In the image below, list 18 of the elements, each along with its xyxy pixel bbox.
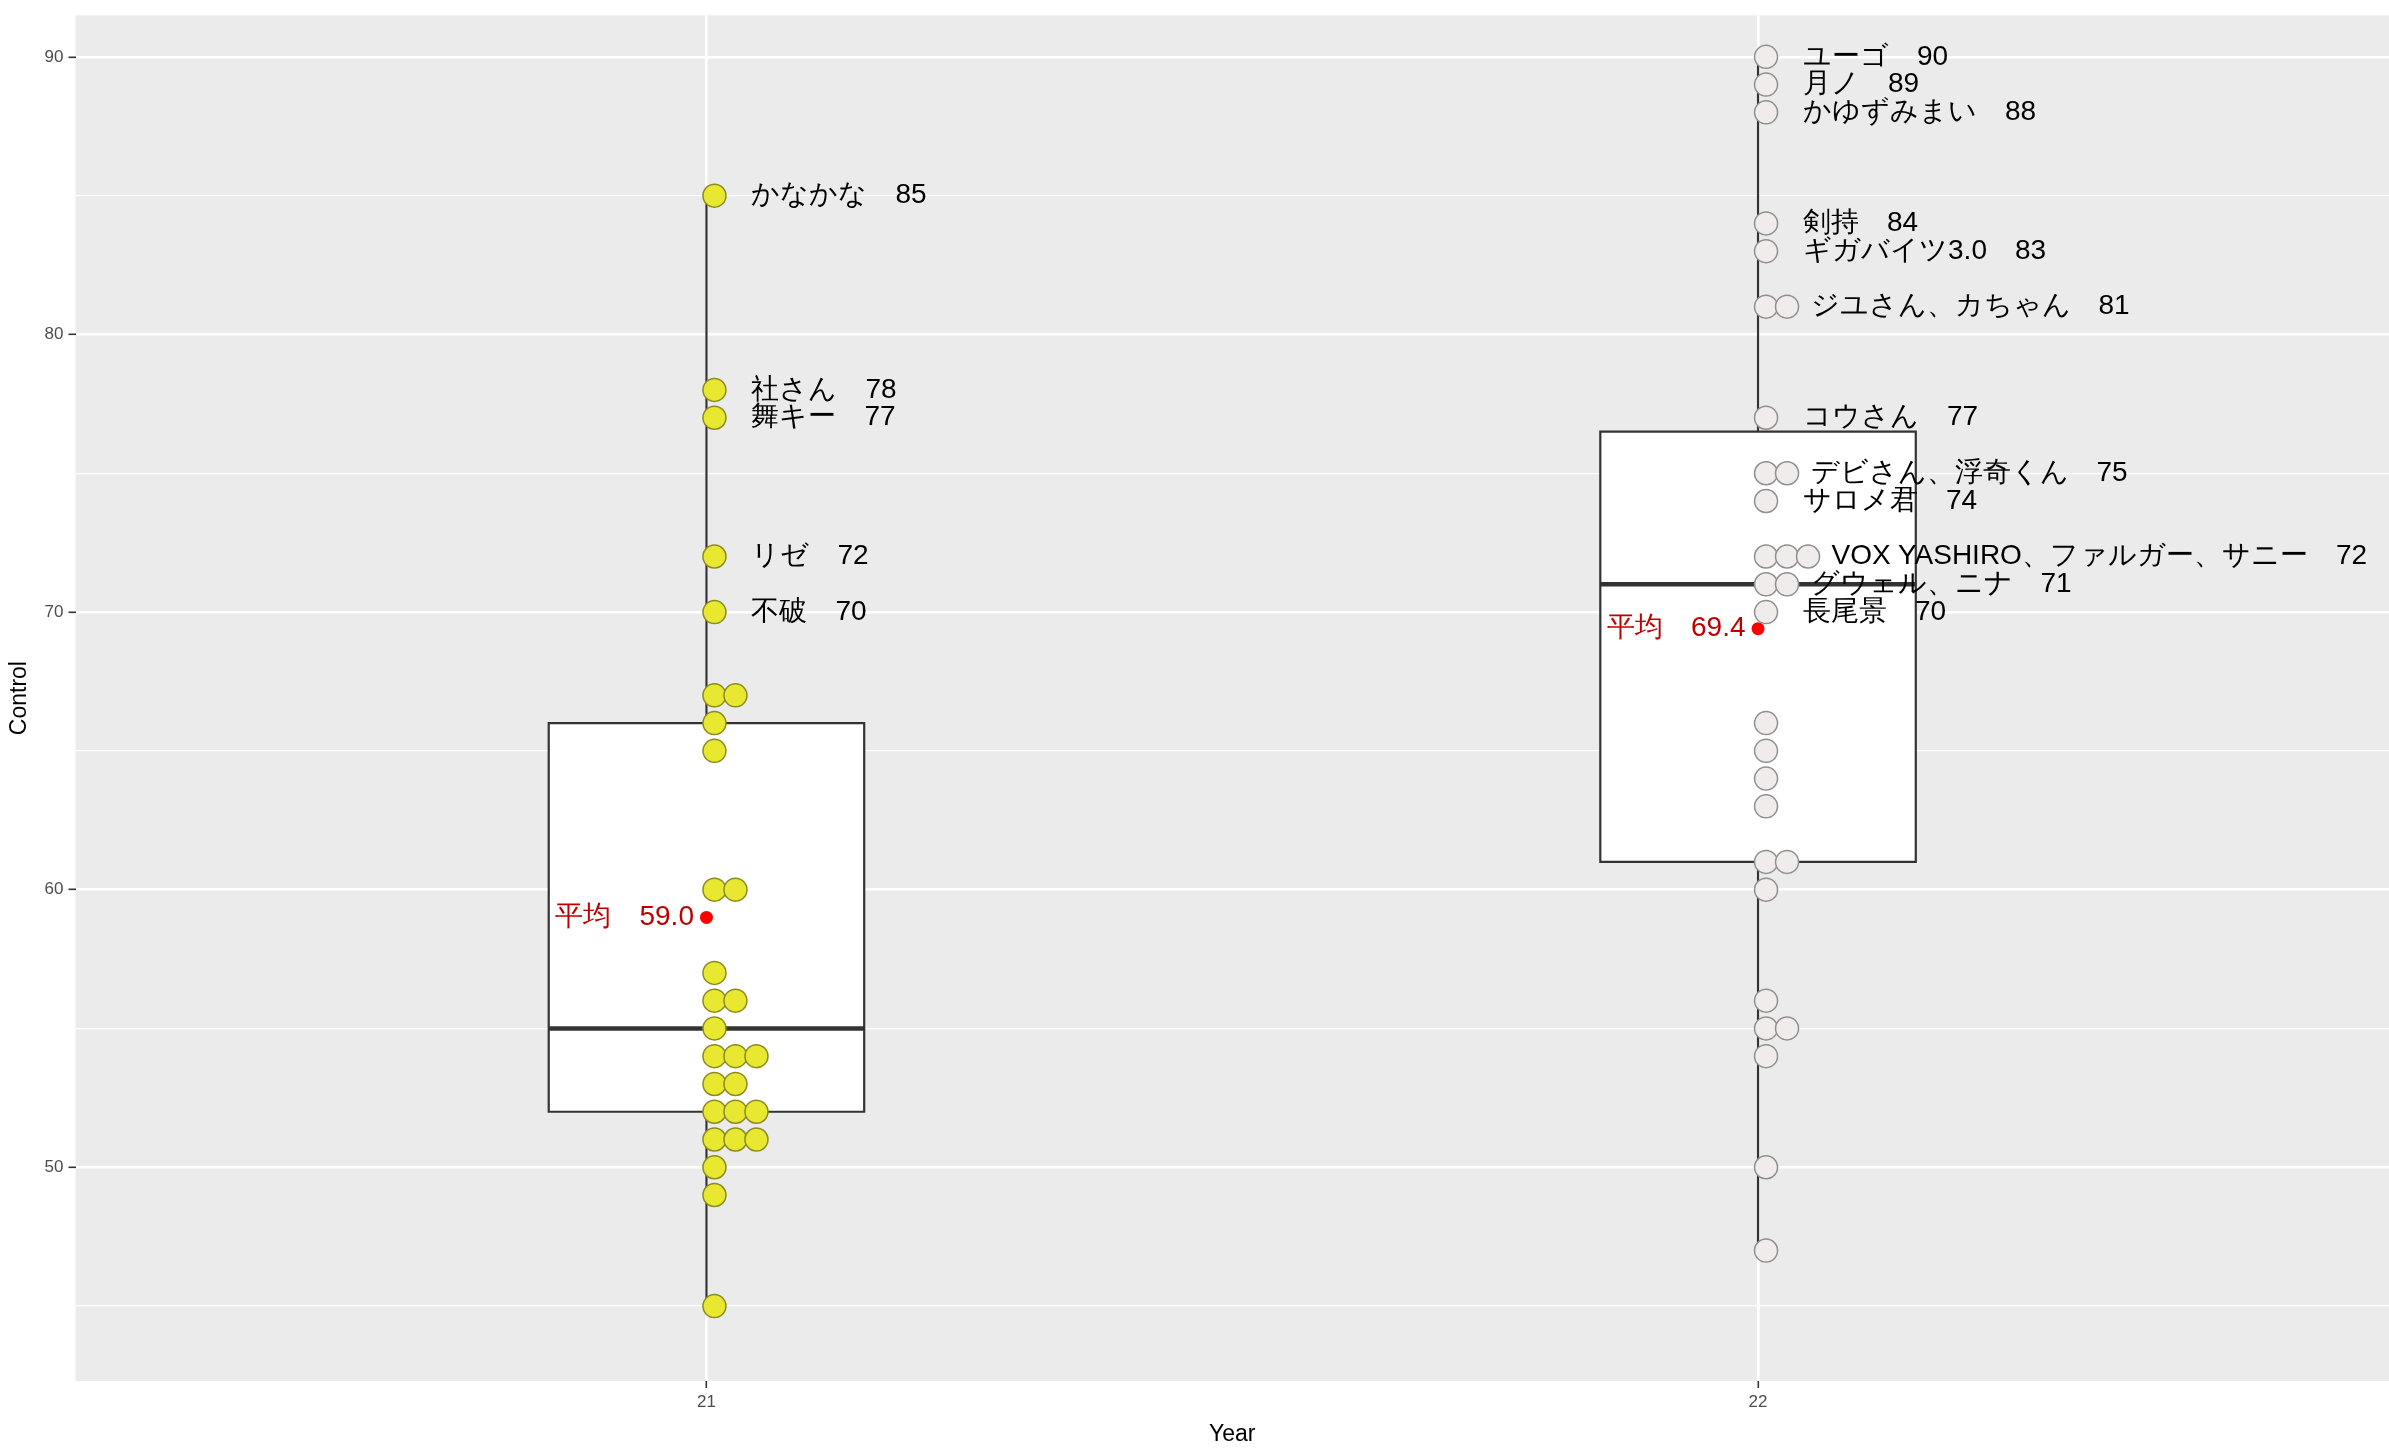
annotation: かゆずみまい 88 — [1803, 95, 2037, 127]
y-tick-label: 90 — [44, 46, 64, 66]
x-tick-label: 22 — [1748, 1391, 1768, 1411]
annotation: 不破 70 — [751, 594, 867, 626]
annotation: リゼ 72 — [751, 539, 869, 571]
y-axis-title: Control — [5, 661, 32, 736]
x-axis-title: Year — [1209, 1419, 1256, 1446]
data-label: 平均 59.0 — [555, 900, 694, 932]
annotation: ジユさん、カちゃん 81 — [1810, 289, 2130, 321]
y-tick-label: 60 — [44, 879, 64, 899]
y-tick-label: 80 — [44, 324, 64, 344]
annotation: コウさん 77 — [1803, 400, 1979, 432]
x-tick-label: 21 — [697, 1391, 716, 1411]
y-tick-label: 70 — [44, 601, 64, 621]
annotation: かなかな 85 — [751, 178, 927, 210]
annotation: ユーゴ 90 — [1803, 39, 1949, 71]
y-tick-label: 50 — [44, 1156, 64, 1176]
data-label: 平均 69.4 — [1607, 611, 1746, 643]
